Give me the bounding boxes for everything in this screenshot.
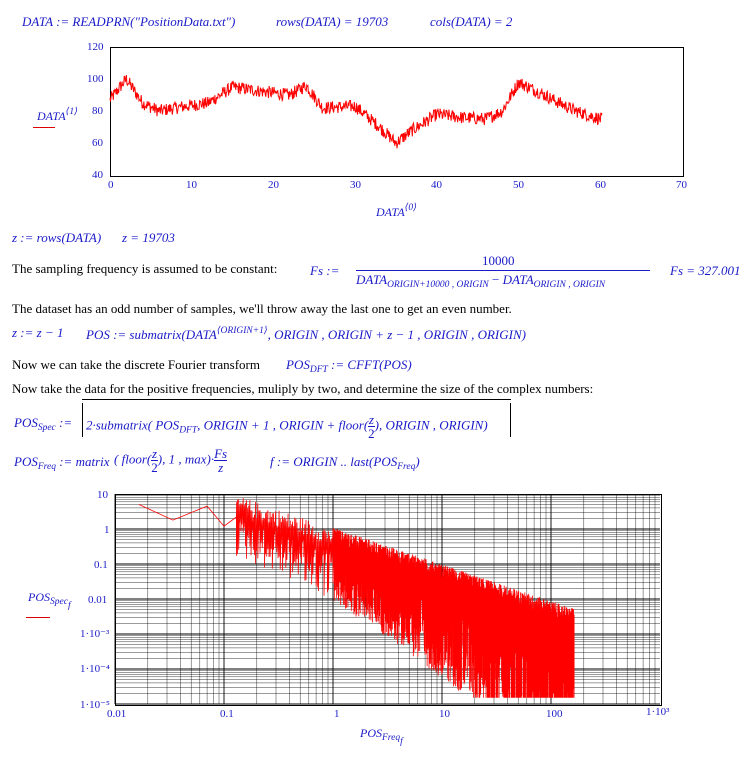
fs-fraction-bar xyxy=(356,270,650,271)
odd-description: The dataset has an odd number of samples… xyxy=(12,301,512,316)
ytick-40: 40 xyxy=(92,169,103,181)
xtick-0.1: 0.1 xyxy=(220,708,234,720)
xtick-10: 10 xyxy=(439,708,450,720)
xtick-70: 70 xyxy=(676,179,687,191)
xtick-50: 50 xyxy=(513,179,524,191)
xtick-1: 1 xyxy=(334,708,340,720)
ytick-120: 120 xyxy=(87,41,104,53)
plot2-ylabel-underline xyxy=(26,617,50,618)
plot2-xlabel[interactable]: POSFreqf xyxy=(360,726,403,747)
ytick-60: 60 xyxy=(92,137,103,149)
ytick-1e-3: 1·10⁻³ xyxy=(80,628,110,640)
ytick-10: 10 xyxy=(97,489,108,501)
xtick-0: 0 xyxy=(108,179,114,191)
xtick-100: 100 xyxy=(546,708,563,720)
fs-lhs[interactable]: Fs := xyxy=(310,263,340,278)
xtick-40: 40 xyxy=(431,179,442,191)
fs-eval[interactable]: Fs = 327.001 xyxy=(670,263,741,278)
rows-eval-expr[interactable]: rows(DATA) = 19703 xyxy=(276,14,389,29)
pos-submatrix-expr[interactable]: POS := submatrix(DATA⟨ORIGIN+1⟩, ORIGIN … xyxy=(86,326,526,342)
posfreq-lhs[interactable]: POSFreq := matrix xyxy=(14,454,110,472)
vectorize-arrow xyxy=(82,399,511,400)
z-assign-expr[interactable]: z := rows(DATA) xyxy=(12,230,102,245)
cols-eval-expr[interactable]: cols(DATA) = 2 xyxy=(430,14,513,29)
plot1-ylabel-underline xyxy=(33,127,55,128)
ytick-0.1: 0.1 xyxy=(94,559,108,571)
fs-denominator: DATAORIGIN+10000 , ORIGIN − DATAORIGIN ,… xyxy=(356,272,606,290)
xtick-10: 10 xyxy=(186,179,197,191)
ytick-1e-5: 1·10⁻⁵ xyxy=(80,699,110,711)
ytick-80: 80 xyxy=(92,105,103,117)
posdft-expr[interactable]: POSDFT := CFFT(POS) xyxy=(286,357,412,375)
posspec-lhs[interactable]: POSSpec := xyxy=(14,415,73,433)
z-eval-expr[interactable]: z = 19703 xyxy=(122,230,175,245)
range-expr[interactable]: f := ORIGIN .. last(POSFreq) xyxy=(270,454,420,472)
positive-freq-description: Now take the data for the positive frequ… xyxy=(12,381,594,396)
xtick-60: 60 xyxy=(595,179,606,191)
ytick-1e-4: 1·10⁻⁴ xyxy=(80,663,110,675)
spectrum-trace xyxy=(138,498,575,698)
plot1-xlabel[interactable]: DATA⟨0⟩ xyxy=(376,203,417,219)
posfreq-expr[interactable]: ( floor(z 2), 1 , max)· Fs z xyxy=(114,446,228,475)
plot1-ylabel[interactable]: DATA⟨1⟩ xyxy=(37,107,78,123)
ytick-100: 100 xyxy=(87,73,104,85)
fft-description: Now we can take the discrete Fourier tra… xyxy=(12,357,260,372)
ytick-1: 1 xyxy=(104,524,110,536)
xtick-20: 20 xyxy=(268,179,279,191)
data-assign-expr[interactable]: DATA := READPRN("PositionData.txt") xyxy=(22,14,236,29)
plot2-ylabel[interactable]: POSSpecf xyxy=(28,590,71,611)
position-plot-frame xyxy=(110,47,684,177)
xtick-0.01: 0.01 xyxy=(107,708,127,720)
position-trace xyxy=(109,74,603,149)
abs-right-bar xyxy=(510,403,511,437)
xtick-30: 30 xyxy=(350,179,361,191)
abs-left-bar xyxy=(82,403,83,437)
ytick-0.01: 0.01 xyxy=(88,594,108,606)
fs-numerator: 10000 xyxy=(482,253,515,268)
xtick-1e3: 1·10³ xyxy=(646,706,670,718)
z-decrement-expr[interactable]: z := z − 1 xyxy=(12,325,64,340)
posspec-expr[interactable]: 2·submatrix( POSDFT, ORIGIN + 1 , ORIGIN… xyxy=(86,412,488,441)
fs-description: The sampling frequency is assumed to be … xyxy=(12,261,278,276)
